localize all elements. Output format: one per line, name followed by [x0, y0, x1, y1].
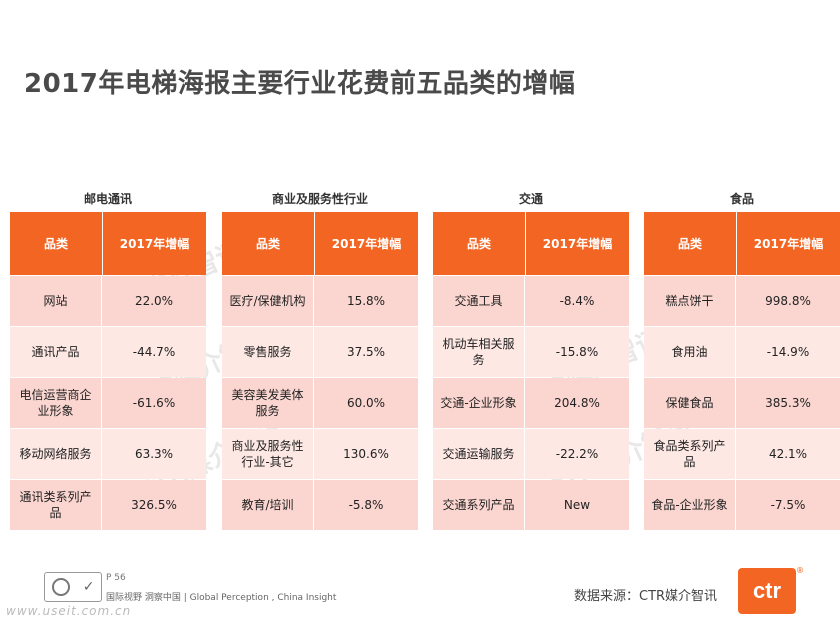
header-category: 品类 — [433, 212, 526, 275]
cell-category: 网站 — [10, 276, 102, 326]
data-source: 数据来源：CTR媒介智讯 — [574, 589, 718, 604]
cell-category: 保健食品 — [644, 378, 736, 428]
table-row: 网站 22.0% — [10, 276, 206, 326]
cell-growth: 60.0% — [346, 396, 386, 410]
cell-growth: 130.6% — [343, 447, 389, 461]
cell-category: 食品-企业形象 — [644, 480, 736, 530]
table-group-transport: 交通 品类 2017年增幅 交通工具 -8.4% 机动车相关服务 -15.8% 交通… — [433, 190, 629, 530]
cell-category: 美容美发美体服务 — [222, 378, 314, 428]
header-growth: 2017年增幅 — [119, 237, 190, 251]
cell-growth: -22.2% — [555, 447, 599, 461]
site-watermark: www.useit.com.cn — [6, 604, 132, 618]
table-row: 美容美发美体服务 60.0% — [222, 378, 418, 428]
table-row: 零售服务 37.5% — [222, 327, 418, 377]
cell-growth: 15.8% — [346, 294, 386, 308]
cell-growth: -14.9% — [766, 345, 810, 359]
certification-logo: ✓ — [44, 572, 102, 602]
header-growth: 2017年增幅 — [331, 237, 402, 251]
cell-category: 移动网络服务 — [10, 429, 102, 479]
data-table: 品类 2017年增幅 医疗/保健机构 15.8% 零售服务 37.5% 美容美发美体… — [222, 212, 418, 530]
cell-growth: 326.5% — [131, 498, 177, 512]
table-row: 教育/培训 -5.8% — [222, 480, 418, 530]
table-header: 品类 2017年增幅 — [644, 212, 840, 275]
cell-growth: 998.8% — [765, 294, 811, 308]
cell-category: 交通运输服务 — [433, 429, 525, 479]
cell-growth: 37.5% — [346, 345, 386, 359]
table-row: 机动车相关服务 -15.8% — [433, 327, 629, 377]
header-category: 品类 — [644, 212, 737, 275]
cell-category: 机动车相关服务 — [433, 327, 525, 377]
table-row: 交通运输服务 -22.2% — [433, 429, 629, 479]
table-row: 食用油 -14.9% — [644, 327, 840, 377]
cell-growth: New — [563, 498, 591, 512]
table-header: 品类 2017年增幅 — [433, 212, 629, 275]
cell-category: 教育/培训 — [222, 480, 314, 530]
header-category: 品类 — [222, 212, 315, 275]
header-category: 品类 — [10, 212, 103, 275]
cell-growth: -8.4% — [559, 294, 595, 308]
table-header: 品类 2017年增幅 — [222, 212, 418, 275]
cell-category: 交通-企业形象 — [433, 378, 525, 428]
footer-tagline: 国际视野 洞察中国 | Global Perception , China In… — [106, 593, 337, 603]
checkmark-icon: ✓ — [82, 579, 95, 595]
cell-growth: 63.3% — [134, 447, 174, 461]
table-row: 通讯产品 -44.7% — [10, 327, 206, 377]
group-title: 食品 — [729, 192, 754, 206]
certification-seal-icon — [51, 578, 70, 596]
table-group-commerce: 商业及服务性行业 品类 2017年增幅 医疗/保健机构 15.8% 零售服务 37.… — [222, 190, 418, 530]
cell-category: 电信运营商企业形象 — [10, 378, 102, 428]
registered-mark: ® — [796, 566, 804, 575]
table-group-food: 食品 品类 2017年增幅 糕点饼干 998.8% 食用油 -14.9% 保健食品 3… — [644, 190, 840, 530]
data-table: 品类 2017年增幅 网站 22.0% 通讯产品 -44.7% 电信运营商企业形象 -… — [10, 212, 206, 530]
cell-growth: -61.6% — [132, 396, 176, 410]
table-group-telecom: 邮电通讯 品类 2017年增幅 网站 22.0% 通讯产品 -44.7% 电信运营商… — [10, 190, 206, 530]
table-row: 交通系列产品 New — [433, 480, 629, 530]
header-growth: 2017年增幅 — [542, 237, 613, 251]
cell-category: 交通工具 — [433, 276, 525, 326]
table-row: 通讯类系列产品 326.5% — [10, 480, 206, 530]
table-row: 糕点饼干 998.8% — [644, 276, 840, 326]
cell-growth: -44.7% — [132, 345, 176, 359]
data-table: 品类 2017年增幅 交通工具 -8.4% 机动车相关服务 -15.8% 交通-企业… — [433, 212, 629, 530]
table-row: 商业及服务性行业-其它 130.6% — [222, 429, 418, 479]
cell-growth: 204.8% — [554, 396, 600, 410]
page-title: 2017年电梯海报主要行业花费前五品类的增幅 — [24, 69, 576, 99]
table-row: 食品-企业形象 -7.5% — [644, 480, 840, 530]
cell-category: 食品类系列产品 — [644, 429, 736, 479]
cell-category: 食用油 — [644, 327, 736, 377]
table-row: 电信运营商企业形象 -61.6% — [10, 378, 206, 428]
cell-growth: 22.0% — [134, 294, 174, 308]
group-title: 商业及服务性行业 — [271, 192, 368, 206]
header-growth: 2017年增幅 — [753, 237, 824, 251]
cell-growth: -15.8% — [555, 345, 599, 359]
table-row: 保健食品 385.3% — [644, 378, 840, 428]
cell-growth: -5.8% — [348, 498, 384, 512]
page-number: P 56 — [106, 573, 126, 583]
cell-growth: -7.5% — [770, 498, 806, 512]
cell-category: 医疗/保健机构 — [222, 276, 314, 326]
cell-growth: 385.3% — [765, 396, 811, 410]
cell-category: 商业及服务性行业-其它 — [222, 429, 314, 479]
data-table: 品类 2017年增幅 糕点饼干 998.8% 食用油 -14.9% 保健食品 385.… — [644, 212, 840, 530]
group-title: 邮电通讯 — [83, 192, 132, 206]
table-row: 医疗/保健机构 15.8% — [222, 276, 418, 326]
group-title: 交通 — [518, 192, 543, 206]
ctr-logo: ctr — [738, 568, 796, 614]
table-row: 移动网络服务 63.3% — [10, 429, 206, 479]
table-row: 交通-企业形象 204.8% — [433, 378, 629, 428]
cell-category: 交通系列产品 — [433, 480, 525, 530]
cell-growth: 42.1% — [768, 447, 808, 461]
table-header: 品类 2017年增幅 — [10, 212, 206, 275]
cell-category: 通讯类系列产品 — [10, 480, 102, 530]
cell-category: 零售服务 — [222, 327, 314, 377]
table-row: 交通工具 -8.4% — [433, 276, 629, 326]
cell-category: 糕点饼干 — [644, 276, 736, 326]
table-row: 食品类系列产品 42.1% — [644, 429, 840, 479]
cell-category: 通讯产品 — [10, 327, 102, 377]
